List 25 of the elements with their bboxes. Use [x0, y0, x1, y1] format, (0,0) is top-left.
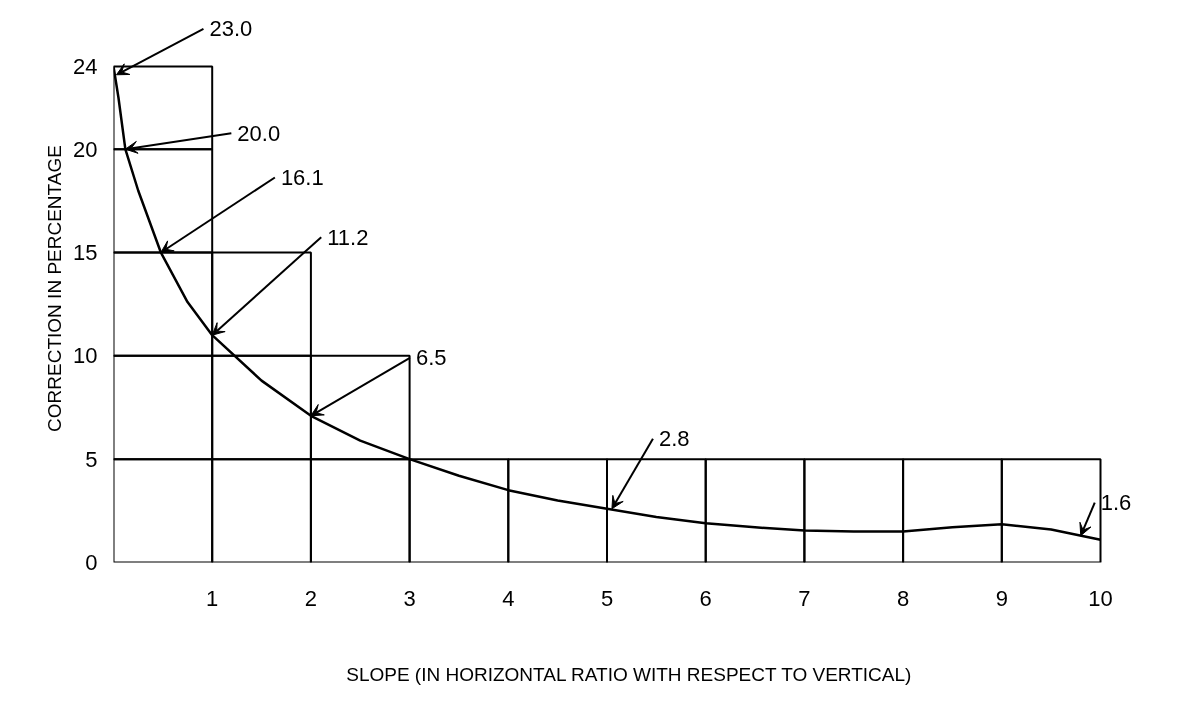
y-tick-label: 20 [73, 136, 98, 162]
x-tick-label: 9 [995, 585, 1008, 611]
y-tick-label: 0 [85, 550, 98, 575]
annotation: 16.1 [280, 165, 324, 190]
x-tick-label: 8 [896, 585, 910, 611]
y-tick-label: 5 [85, 446, 98, 472]
x-tick-label: 7 [798, 585, 811, 611]
x-axis-title: SLOPE (IN HORIZONTAL RATIO WITH RESPECT TO VERTICAL) [346, 663, 912, 685]
y-tick-label: 15 [73, 240, 98, 265]
x-tick-label: 2 [304, 585, 318, 611]
y-axis-title: CORRECTION IN PERCENTAGE [44, 145, 66, 432]
x-tick-label: 5 [600, 585, 614, 611]
y-tick-label: 10 [73, 343, 98, 369]
annotation: 11.2 [327, 224, 369, 250]
annotation: 2.8 [658, 426, 690, 452]
y-tick-label: 24 [73, 54, 98, 79]
annotation: 20.0 [237, 120, 281, 146]
x-tick-label: 3 [403, 585, 416, 611]
x-tick-label: 10 [1088, 585, 1113, 611]
annotation: 23.0 [209, 16, 253, 42]
annotation: 6.5 [415, 345, 447, 371]
x-tick-label: 6 [699, 585, 712, 611]
x-tick-label: 4 [502, 585, 515, 611]
x-tick-label: 1 [206, 585, 219, 611]
annotation: 1.6 [1100, 490, 1132, 516]
